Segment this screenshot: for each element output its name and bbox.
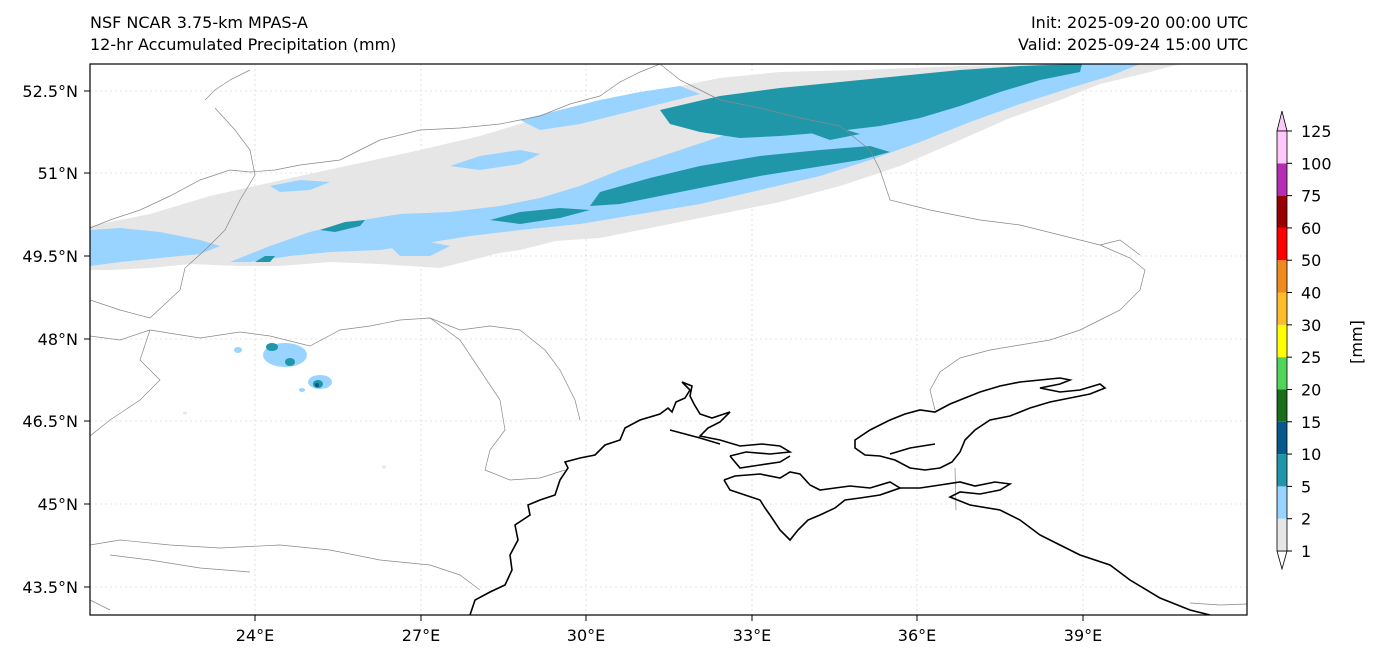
country-borders — [90, 64, 1247, 611]
lat-label: 45°N — [38, 495, 78, 514]
colorbar-tick-label: 2 — [1301, 510, 1311, 529]
colorbar-segment — [1277, 389, 1287, 422]
lat-label: 48°N — [38, 330, 78, 349]
colorbar-segment — [1277, 227, 1287, 261]
colorbar-tick-label: 10 — [1301, 445, 1321, 464]
lat-label: 52.5°N — [22, 82, 78, 101]
colorbar-extend-high — [1276, 110, 1288, 132]
colorbar-segment — [1277, 454, 1287, 487]
colorbar-segment — [1277, 163, 1287, 196]
map-area — [90, 64, 1247, 615]
lat-label: 46.5°N — [22, 412, 78, 431]
lat-label: 43.5°N — [22, 578, 78, 597]
colorbar-segment — [1277, 518, 1287, 551]
colorbar-segment — [1277, 357, 1287, 390]
colorbar-segment — [1277, 292, 1287, 325]
colorbar-tick-label: 60 — [1301, 219, 1321, 238]
colorbar-segment — [1277, 195, 1287, 228]
lon-label: 36°E — [898, 626, 936, 645]
colorbar-segment — [1277, 260, 1287, 293]
model-name: NSF NCAR 3.75-km MPAS-A — [90, 13, 308, 32]
lon-label: 30°E — [567, 626, 605, 645]
colorbar-tick-label: 100 — [1301, 154, 1332, 173]
colorbar-tick-label: 20 — [1301, 380, 1321, 399]
colorbar-tick-label: 1 — [1301, 542, 1311, 561]
lon-label: 24°E — [236, 626, 274, 645]
precip-cells — [183, 343, 386, 469]
lon-label: 33°E — [733, 626, 771, 645]
valid-time: Valid: 2025-09-24 15:00 UTC — [1017, 35, 1248, 54]
colorbar-unit-label: [mm] — [1347, 320, 1366, 364]
colorbar-tick-label: 125 — [1301, 122, 1332, 141]
colorbar-frame — [1276, 130, 1288, 552]
lat-label: 51°N — [38, 164, 78, 183]
lat-labels: 52.5°N 51°N 49.5°N 48°N 46.5°N 45°N 43.5… — [22, 82, 78, 597]
colorbar-tick-label: 30 — [1301, 316, 1321, 335]
title-right: Init: 2025-09-20 00:00 UTC Valid: 2025-0… — [1018, 12, 1248, 56]
coastline — [469, 377, 1211, 615]
colorbar-tick-label: 5 — [1301, 477, 1311, 496]
precip-5mm-area — [255, 64, 1082, 262]
field-name: 12-hr Accumulated Precipitation (mm) — [90, 35, 397, 54]
lon-labels: 24°E 27°E 30°E 33°E 36°E 39°E — [236, 626, 1102, 645]
title-left: NSF NCAR 3.75-km MPAS-A 12-hr Accumulate… — [90, 12, 396, 56]
init-time: Init: 2025-09-20 00:00 UTC — [1030, 13, 1248, 32]
lon-tick-marks — [254, 615, 1084, 621]
lat-label: 49.5°N — [22, 247, 78, 266]
colorbar-tick-label: 25 — [1301, 348, 1321, 367]
colorbar-segment — [1277, 421, 1287, 455]
lat-tick-marks — [84, 90, 90, 588]
colorbar-tick-label: 75 — [1301, 187, 1321, 206]
colorbar-tick-label: 50 — [1301, 251, 1321, 270]
colorbar-tick-label: 40 — [1301, 284, 1321, 303]
colorbar-tick-label: 15 — [1301, 413, 1321, 432]
colorbar-segment — [1277, 486, 1287, 519]
lon-label: 27°E — [402, 626, 440, 645]
colorbar-segment — [1277, 131, 1287, 164]
colorbar-segment — [1277, 324, 1287, 358]
lon-label: 39°E — [1064, 626, 1102, 645]
colorbar-extend-low — [1276, 550, 1288, 571]
